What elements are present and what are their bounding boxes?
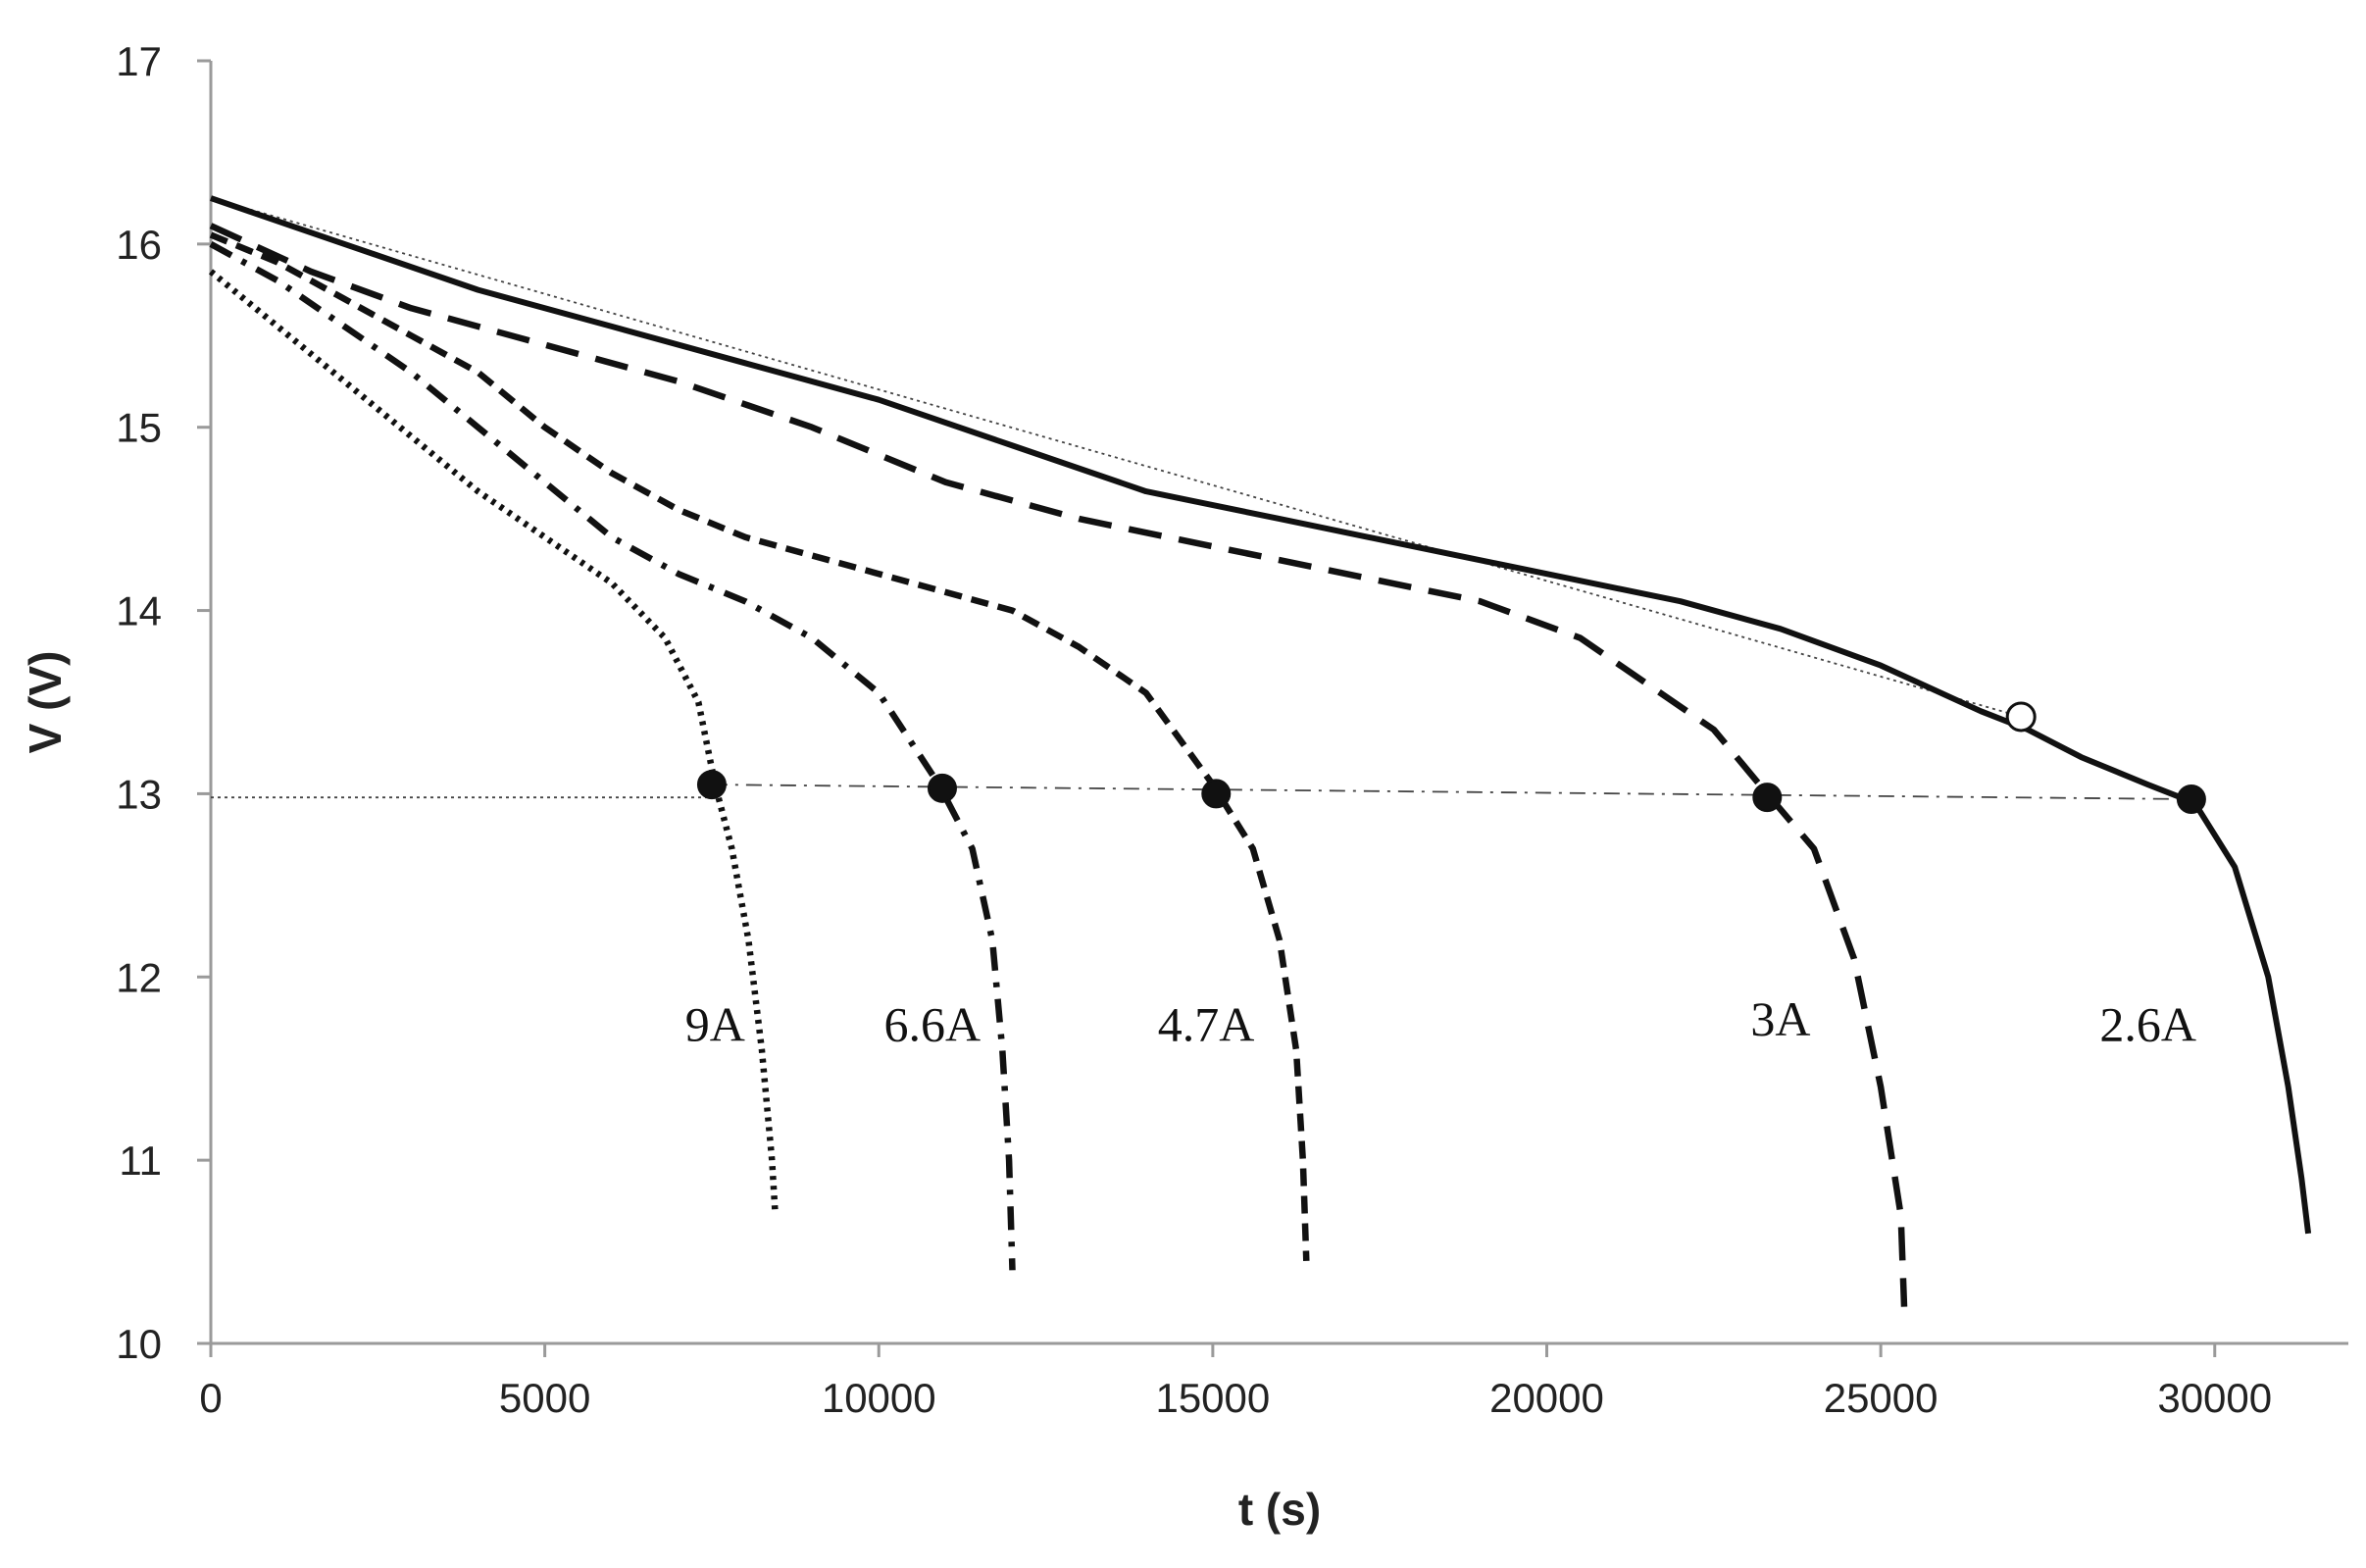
axes [209, 61, 2348, 1345]
reference-line-1 [210, 197, 2022, 718]
x-tick-label: 30000 [2157, 1375, 2272, 1421]
reference-line-3 [711, 784, 2191, 800]
markers [696, 701, 2206, 815]
curve-label-6-6a: 6.6A [883, 997, 981, 1052]
curve-label-2-6a: 2.6A [2099, 997, 2196, 1052]
series-line-4-7a [209, 231, 1310, 1262]
series-line-6-6a [209, 241, 1016, 1271]
curve-labels: 9A 6.6A 4.7A 3A 2.6A [685, 991, 2196, 1052]
series-line-2-6a [210, 195, 2312, 1235]
ticks: 0 5000 10000 15000 20000 25000 30000 10 11 12 13 14… [116, 38, 2272, 1421]
curve-label-4-7a: 4.7A [1158, 997, 1255, 1052]
x-axis-label: t (s) [1238, 1484, 1321, 1535]
y-tick-label: 16 [116, 222, 162, 268]
curve-label-9a: 9A [685, 997, 745, 1052]
point-marker-2-6a [2176, 784, 2206, 815]
curve-label-3a: 3A [1750, 991, 1810, 1046]
point-marker-6-6a [927, 773, 957, 803]
x-tick-label: 20000 [1489, 1375, 1604, 1421]
y-tick-label: 12 [116, 954, 162, 1000]
point-marker-3a [1752, 783, 1783, 813]
y-tick-label: 17 [116, 38, 162, 84]
x-tick-label: 5000 [499, 1375, 590, 1421]
point-marker-9a [696, 770, 727, 800]
y-tick-label: 14 [116, 588, 162, 634]
y-tick-label: 10 [116, 1321, 162, 1367]
series-group [208, 195, 2312, 1307]
reference-lines [210, 197, 2191, 800]
x-tick-label: 15000 [1155, 1375, 1270, 1421]
y-axis-label: V (V) [20, 651, 71, 754]
series-line-9a [208, 269, 779, 1216]
open-point-marker [2005, 701, 2037, 733]
y-tick-label: 11 [119, 1138, 162, 1184]
x-tick-label: 0 [199, 1375, 222, 1421]
y-tick-label: 15 [116, 405, 162, 451]
series-line-3a [209, 223, 1908, 1307]
x-tick-label: 25000 [1824, 1375, 1938, 1421]
point-marker-4-7a [1201, 779, 1232, 809]
x-tick-label: 10000 [822, 1375, 936, 1421]
y-tick-label: 13 [116, 771, 162, 817]
